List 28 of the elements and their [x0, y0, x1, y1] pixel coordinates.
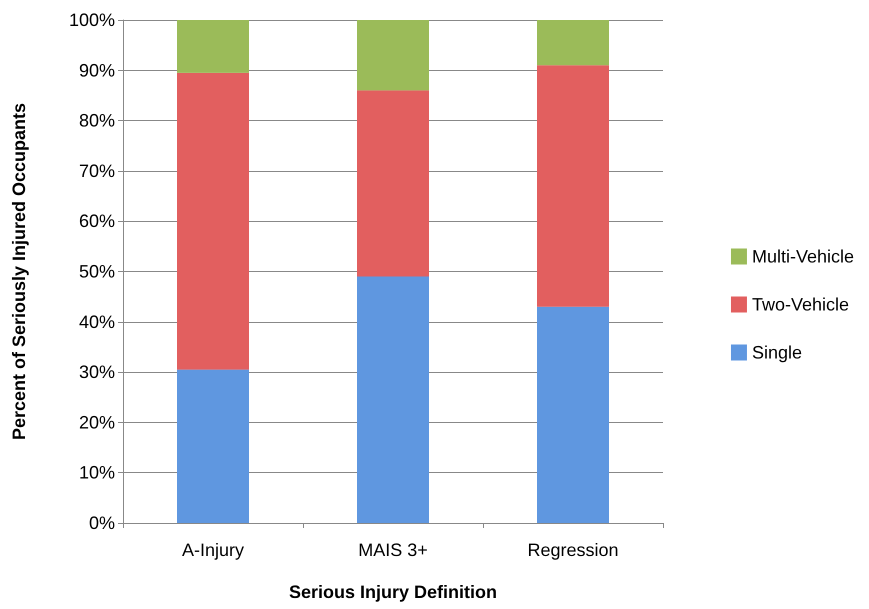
legend-label: Single: [752, 342, 802, 362]
bar: [357, 276, 429, 523]
bar: [537, 65, 609, 307]
y-tick-label: 90%: [78, 60, 115, 80]
y-tick-label: 100%: [68, 10, 115, 30]
legend-label: Two-Vehicle: [752, 294, 850, 314]
y-tick-label: 10%: [78, 462, 115, 483]
y-tick-label: 60%: [78, 211, 115, 232]
bar: [177, 20, 249, 73]
y-tick-label: 50%: [78, 262, 115, 282]
legend-label: Multi-Vehicle: [752, 246, 854, 266]
y-tick-label: 30%: [78, 362, 115, 382]
y-tick-label: 40%: [78, 312, 115, 332]
y-tick-label: 80%: [78, 110, 115, 131]
bar: [177, 72, 249, 370]
bar: [537, 20, 609, 66]
x-tick-label: MAIS 3+: [358, 540, 428, 560]
x-tick-label: A-Injury: [182, 540, 244, 560]
x-axis-title: Serious Injury Definition: [288, 582, 498, 602]
y-tick-label: 0%: [88, 513, 115, 533]
x-tick-label: Regression: [527, 540, 619, 560]
bar: [357, 90, 429, 277]
y-tick-label: 20%: [78, 412, 115, 432]
y-tick-label: 70%: [78, 160, 115, 181]
bar: [537, 306, 609, 523]
y-axis-title: Percent of Seriously Injured Occupants: [9, 102, 29, 440]
bar: [177, 370, 249, 523]
bar: [357, 20, 429, 90]
